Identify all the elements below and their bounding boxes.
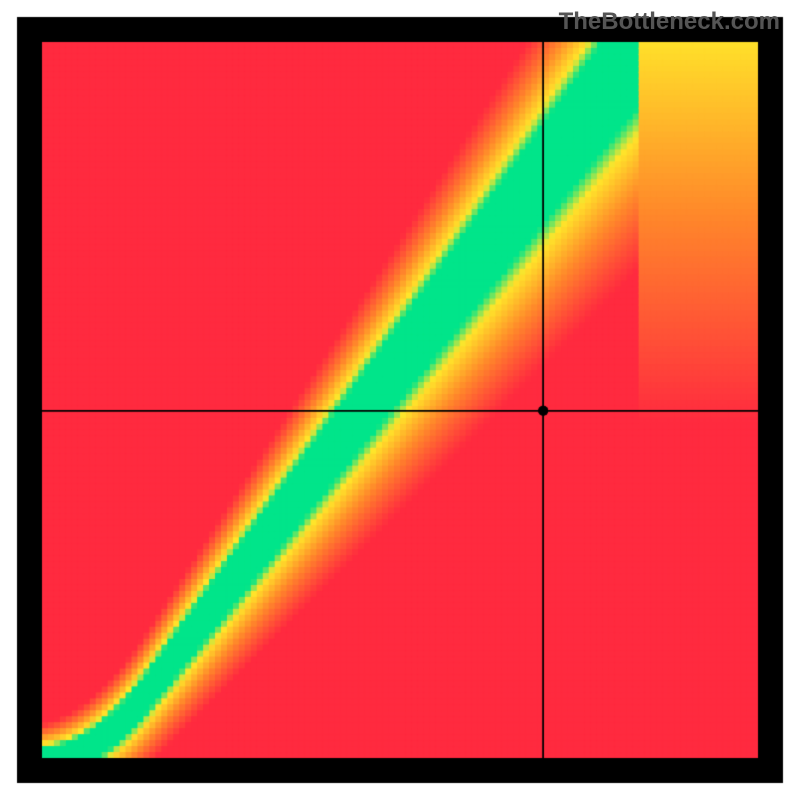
watermark-text: TheBottleneck.com (559, 8, 780, 36)
heatmap-canvas (0, 0, 800, 800)
